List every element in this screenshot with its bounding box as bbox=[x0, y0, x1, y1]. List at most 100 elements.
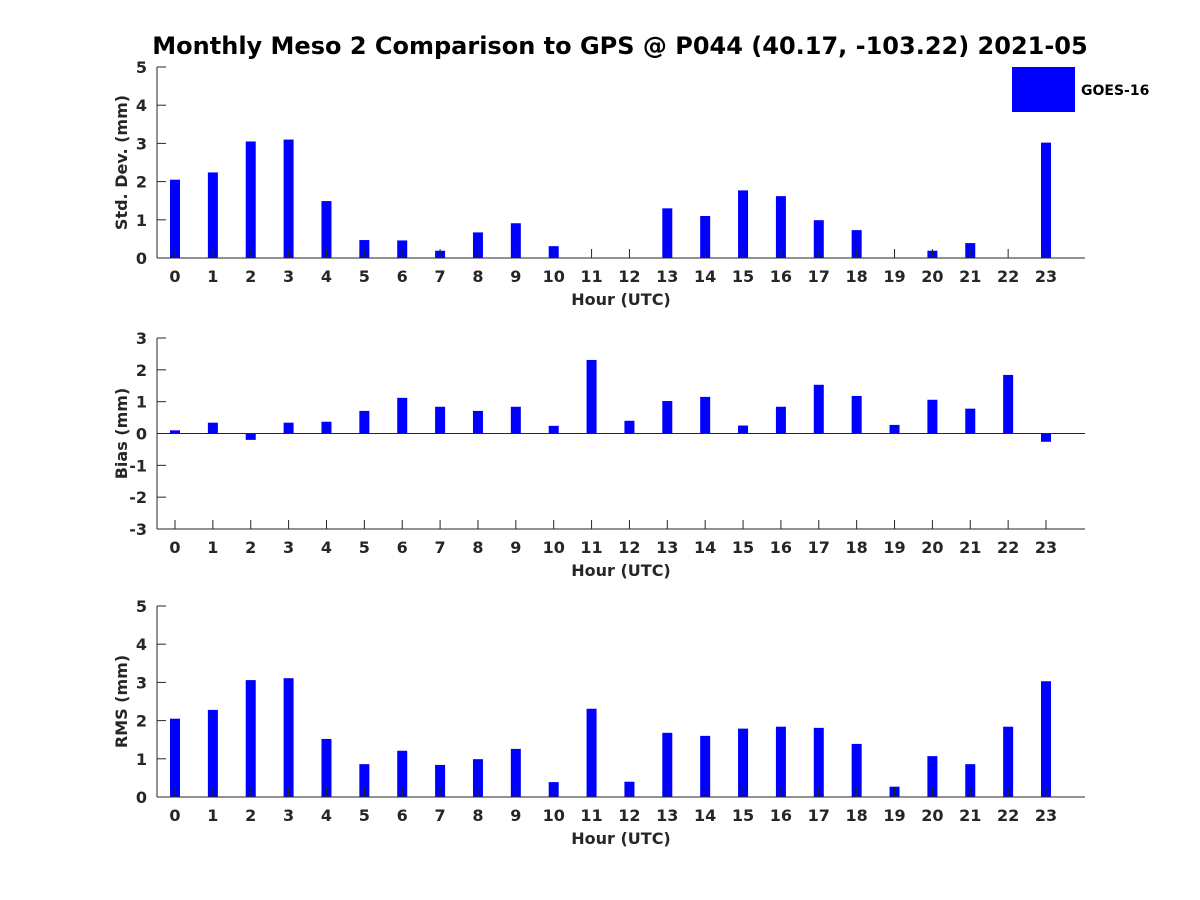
x-tick-label: 4 bbox=[321, 538, 332, 557]
y-tick-label: 3 bbox=[136, 329, 147, 348]
x-tick-label: 2 bbox=[245, 267, 256, 286]
bar-panel2-hour-23 bbox=[1041, 433, 1052, 442]
bar-panel3-hour-3 bbox=[283, 678, 294, 797]
x-tick-label: 6 bbox=[397, 267, 408, 286]
bar-panel1-hour-13 bbox=[662, 208, 673, 258]
y-tick-label: 0 bbox=[136, 249, 147, 268]
bar-panel3-hour-23 bbox=[1041, 681, 1052, 797]
x-tick-label: 9 bbox=[510, 267, 521, 286]
x-tick-label: 15 bbox=[732, 806, 754, 825]
bar-panel2-hour-14 bbox=[700, 396, 711, 434]
x-tick-label: 10 bbox=[543, 806, 565, 825]
bar-panel2-hour-8 bbox=[472, 410, 483, 434]
bar-panel2-hour-12 bbox=[624, 420, 635, 434]
bar-panel1-hour-15 bbox=[738, 190, 749, 258]
x-tick-label: 19 bbox=[883, 806, 905, 825]
x-tick-label: 2 bbox=[245, 806, 256, 825]
x-tick-label: 7 bbox=[435, 806, 446, 825]
x-tick-label: 3 bbox=[283, 538, 294, 557]
x-tick-label: 17 bbox=[808, 538, 830, 557]
x-tick-label: 8 bbox=[472, 538, 483, 557]
x-tick-label: 0 bbox=[169, 267, 180, 286]
y-tick-label: 3 bbox=[136, 134, 147, 153]
x-tick-label: 1 bbox=[207, 806, 218, 825]
x-tick-label: 9 bbox=[510, 538, 521, 557]
x-tick-label: 1 bbox=[207, 538, 218, 557]
bar-panel3-hour-13 bbox=[662, 732, 673, 797]
x-tick-label: 12 bbox=[618, 538, 640, 557]
x-tick-label: 5 bbox=[359, 806, 370, 825]
x-tick-label: 13 bbox=[656, 806, 678, 825]
x-tick-label: 8 bbox=[472, 267, 483, 286]
bar-panel2-hour-22 bbox=[1003, 374, 1014, 434]
x-tick-label: 10 bbox=[543, 538, 565, 557]
y-tick-label: 2 bbox=[136, 712, 147, 731]
bar-panel2-hour-13 bbox=[662, 401, 673, 434]
x-tick-label: 21 bbox=[959, 538, 981, 557]
y-tick-label: 5 bbox=[136, 58, 147, 77]
x-tick-label: 23 bbox=[1035, 806, 1057, 825]
x-tick-label: 18 bbox=[846, 538, 868, 557]
bar-panel1-hour-1 bbox=[207, 172, 218, 258]
x-tick-label: 11 bbox=[580, 538, 602, 557]
y-tick-label: 1 bbox=[136, 750, 147, 769]
x-tick-label: 23 bbox=[1035, 538, 1057, 557]
x-tick-label: 18 bbox=[846, 267, 868, 286]
bar-panel1-hour-18 bbox=[851, 230, 862, 258]
x-tick-label: 17 bbox=[808, 267, 830, 286]
bar-panel2-hour-6 bbox=[397, 397, 408, 434]
bar-panel3-hour-15 bbox=[738, 728, 749, 797]
legend-swatch bbox=[1012, 67, 1075, 112]
x-tick-label: 22 bbox=[997, 806, 1019, 825]
x-tick-label: 15 bbox=[732, 538, 754, 557]
x-tick-label: 20 bbox=[921, 806, 943, 825]
y-tick-label: 0 bbox=[136, 425, 147, 444]
bar-panel3-hour-20 bbox=[927, 756, 938, 797]
x-tick-label: 0 bbox=[169, 538, 180, 557]
bar-panel1-hour-2 bbox=[245, 141, 256, 258]
x-tick-label: 16 bbox=[770, 538, 792, 557]
x-tick-label: 19 bbox=[883, 538, 905, 557]
x-tick-label: 7 bbox=[435, 267, 446, 286]
bar-panel3-hour-4 bbox=[321, 738, 332, 797]
bar-panel2-hour-11 bbox=[586, 359, 597, 434]
bar-panel2-hour-2 bbox=[245, 433, 256, 440]
bar-panel3-hour-18 bbox=[851, 743, 862, 797]
x-tick-label: 0 bbox=[169, 806, 180, 825]
x-tick-label: 4 bbox=[321, 267, 332, 286]
chart-title: Monthly Meso 2 Comparison to GPS @ P044 … bbox=[152, 32, 1087, 60]
x-tick-label: 6 bbox=[397, 806, 408, 825]
x-tick-label: 22 bbox=[997, 538, 1019, 557]
y-tick-label: 2 bbox=[136, 173, 147, 192]
bar-panel3-hour-9 bbox=[510, 748, 521, 797]
bar-panel3-hour-1 bbox=[207, 709, 218, 797]
y-tick-label: 1 bbox=[136, 393, 147, 412]
x-tick-label: 1 bbox=[207, 267, 218, 286]
x-tick-label: 16 bbox=[770, 267, 792, 286]
y-axis-label: RMS (mm) bbox=[112, 655, 131, 748]
x-tick-label: 11 bbox=[580, 806, 602, 825]
x-tick-label: 2 bbox=[245, 538, 256, 557]
bar-panel3-hour-22 bbox=[1003, 726, 1014, 797]
x-tick-label: 19 bbox=[883, 267, 905, 286]
x-tick-label: 23 bbox=[1035, 267, 1057, 286]
x-tick-label: 8 bbox=[472, 806, 483, 825]
y-tick-label: 3 bbox=[136, 673, 147, 692]
x-tick-label: 21 bbox=[959, 806, 981, 825]
y-tick-label: -2 bbox=[129, 488, 147, 507]
x-tick-label: 11 bbox=[580, 267, 602, 286]
bar-panel2-hour-7 bbox=[435, 406, 446, 434]
x-tick-label: 14 bbox=[694, 538, 716, 557]
y-tick-label: 1 bbox=[136, 211, 147, 230]
bar-panel2-hour-18 bbox=[851, 395, 862, 434]
x-tick-label: 13 bbox=[656, 267, 678, 286]
x-tick-label: 7 bbox=[435, 538, 446, 557]
bar-panel3-hour-5 bbox=[359, 764, 370, 797]
y-tick-label: 5 bbox=[136, 597, 147, 616]
x-tick-label: 21 bbox=[959, 267, 981, 286]
y-tick-label: -1 bbox=[129, 456, 147, 475]
x-tick-label: 20 bbox=[921, 267, 943, 286]
